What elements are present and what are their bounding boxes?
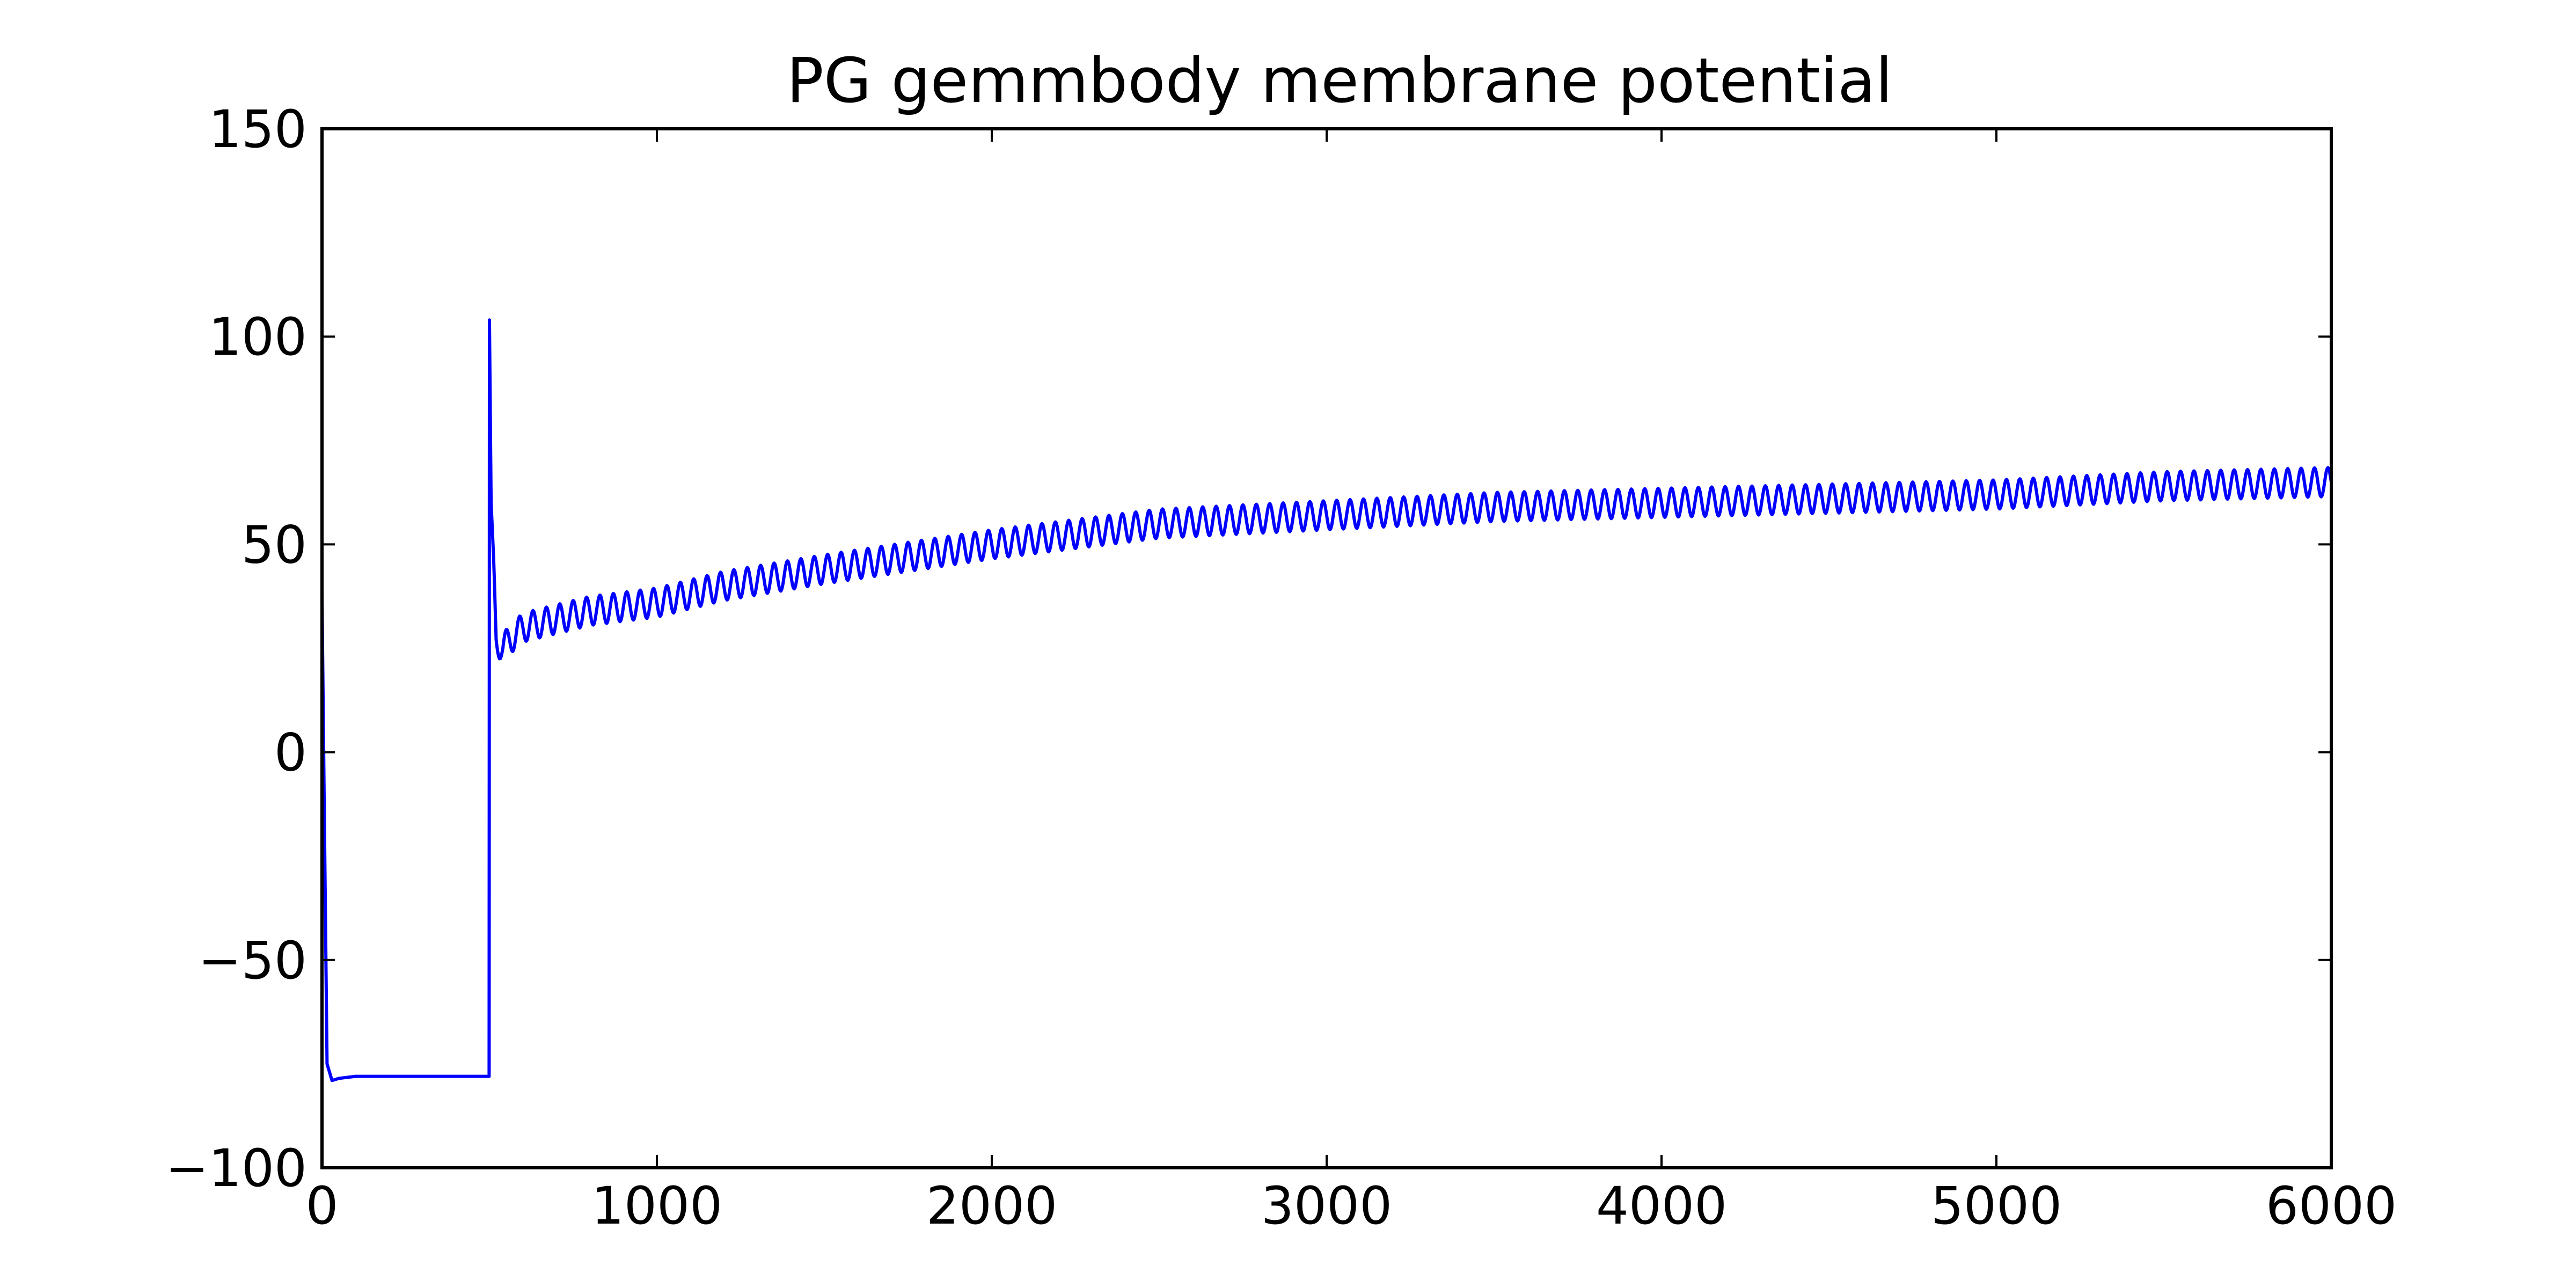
x-axis: 0 1000 2000 3000 4000 5000 6000	[305, 129, 2397, 1236]
x-tick-label: 3000	[1261, 1176, 1392, 1236]
x-tick-label: 1000	[591, 1176, 722, 1236]
y-tick-label: 0	[274, 723, 307, 783]
y-axis: −100 −50 0 50 100 150	[165, 99, 2331, 1198]
y-tick-label: −50	[198, 931, 307, 991]
y-tick-label: 50	[241, 515, 307, 575]
y-tick-label: 150	[209, 99, 307, 159]
x-tick-label: 5000	[1931, 1176, 2062, 1236]
plot-area	[320, 127, 2333, 1169]
y-tick-label: −100	[165, 1138, 307, 1198]
x-tick-label: 4000	[1596, 1176, 1727, 1236]
plot-background	[322, 129, 2331, 1168]
x-tick-label: 0	[305, 1176, 338, 1236]
chart-title: PG gemmbody membrane potential	[786, 45, 1892, 117]
series-line	[320, 318, 2333, 1082]
y-tick-label: 100	[209, 307, 307, 367]
x-tick-label: 2000	[926, 1176, 1057, 1236]
x-tick-label: 6000	[2266, 1176, 2397, 1236]
